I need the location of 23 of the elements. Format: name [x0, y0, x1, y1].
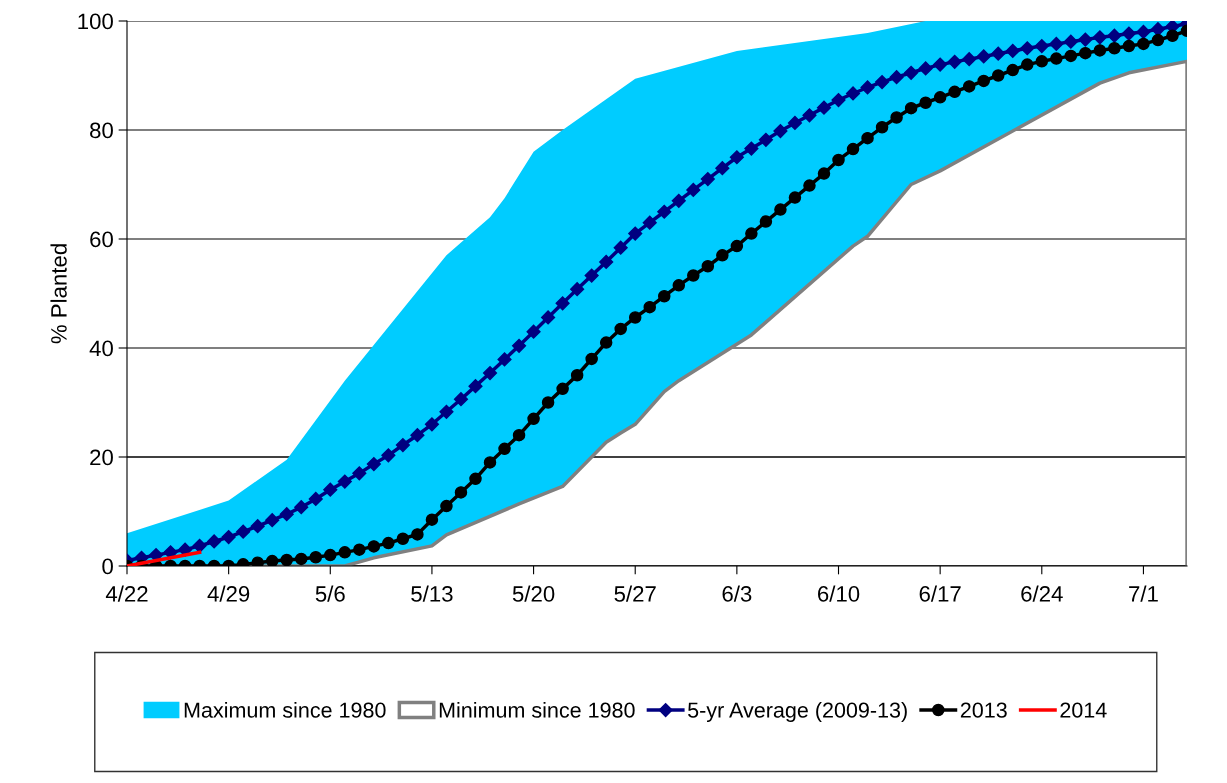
x-tick-label: 5/27: [614, 585, 656, 602]
x-tick-label: 6/24: [1021, 585, 1063, 602]
legend-label: 5-yr Average (2009-13): [688, 701, 907, 723]
x-tick-label: 5/6: [315, 585, 345, 602]
x-tick-label: 5/20: [512, 585, 555, 602]
x-tick-label: 6/17: [919, 585, 961, 602]
y-tick-label: 40: [89, 340, 113, 357]
y-tick-label: 60: [90, 231, 113, 248]
legend-label: 2014: [1060, 702, 1107, 718]
x-tick-label: 5/13: [411, 585, 453, 602]
x-tick-label: 7/1: [1129, 585, 1158, 602]
legend-label: Maximum since 1980: [184, 701, 386, 718]
legend-label: 2013: [960, 702, 1007, 718]
x-tick-label: 6/3: [722, 585, 752, 602]
legend-label: Minimum since 1980: [439, 701, 635, 718]
x-tick-label: 4/22: [105, 585, 148, 602]
x-tick-label: 6/10: [818, 585, 860, 602]
y-tick-label: 20: [90, 449, 113, 466]
y-tick-label: 100: [78, 13, 113, 30]
y-axis-title: % Planted: [50, 244, 67, 344]
y-tick-label: 80: [90, 122, 113, 139]
x-tick-label: 4/29: [207, 585, 250, 602]
y-tick-label: 0: [102, 558, 113, 575]
